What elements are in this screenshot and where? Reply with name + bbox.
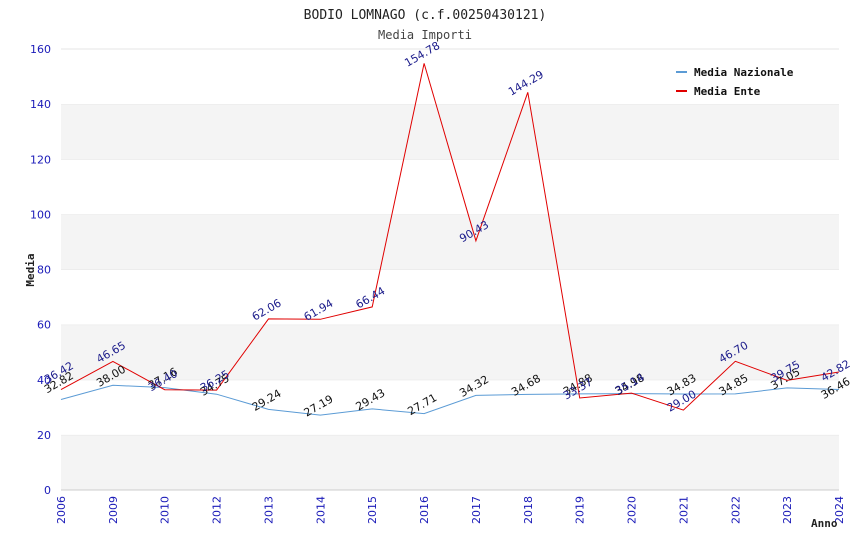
legend-box bbox=[669, 60, 810, 102]
x-axis-ticks: 2006 2009 2010 2012 2013 2014 2015 2016 2017 2018… bbox=[55, 496, 846, 524]
y-tick-label: 160 bbox=[30, 43, 51, 56]
y-tick-label: 60 bbox=[37, 319, 51, 332]
y-axis-title: Media bbox=[24, 253, 37, 286]
y-axis-ticks: 0 20 40 60 80 100 120 140 160 bbox=[30, 43, 51, 497]
y-tick-label: 100 bbox=[30, 208, 51, 221]
x-tick-label: 2022 bbox=[729, 496, 742, 524]
x-tick-label: 2021 bbox=[677, 496, 690, 524]
series-lines bbox=[60, 63, 840, 416]
legend-label: Media Nazionale bbox=[694, 66, 794, 79]
grid-band bbox=[61, 434, 839, 490]
x-tick-label: 2009 bbox=[107, 496, 120, 524]
grid-band bbox=[61, 269, 839, 325]
x-tick-label: 2023 bbox=[781, 496, 794, 524]
grid-band bbox=[61, 214, 839, 270]
x-tick-label: 2010 bbox=[159, 496, 172, 524]
grid-band bbox=[61, 104, 839, 160]
x-tick-label: 2014 bbox=[314, 496, 327, 524]
legend-label: Media Ente bbox=[694, 85, 761, 98]
chart-subtitle: Media Importi bbox=[378, 28, 472, 42]
grid-band bbox=[61, 324, 839, 380]
x-tick-label: 2018 bbox=[522, 496, 535, 524]
grid-bands bbox=[61, 48, 839, 490]
grid-band bbox=[61, 159, 839, 215]
series-line-media-nazionale bbox=[60, 384, 840, 416]
x-tick-label: 2016 bbox=[418, 496, 431, 524]
x-tick-label: 2013 bbox=[262, 496, 275, 524]
x-tick-label: 2017 bbox=[470, 496, 483, 524]
y-tick-label: 0 bbox=[44, 484, 51, 497]
chart-title: BODIO LOMNAGO (c.f.00250430121) bbox=[304, 8, 547, 23]
y-tick-label: 120 bbox=[30, 153, 51, 166]
x-tick-label: 2015 bbox=[366, 496, 379, 524]
y-tick-label: 80 bbox=[37, 264, 51, 277]
y-tick-label: 20 bbox=[37, 429, 51, 442]
grid-band bbox=[61, 379, 839, 435]
series-line-media-ente bbox=[60, 63, 840, 411]
x-tick-label: 2012 bbox=[211, 496, 224, 524]
y-tick-label: 140 bbox=[30, 98, 51, 111]
y-tick-label: 40 bbox=[37, 374, 51, 387]
legend: Media Nazionale Media Ente bbox=[669, 60, 810, 102]
x-tick-label: 2006 bbox=[55, 496, 68, 524]
x-tick-label: 2024 bbox=[833, 496, 846, 524]
x-tick-label: 2019 bbox=[574, 496, 587, 524]
x-axis-title: Anno bbox=[811, 517, 838, 530]
x-tick-label: 2020 bbox=[626, 496, 639, 524]
